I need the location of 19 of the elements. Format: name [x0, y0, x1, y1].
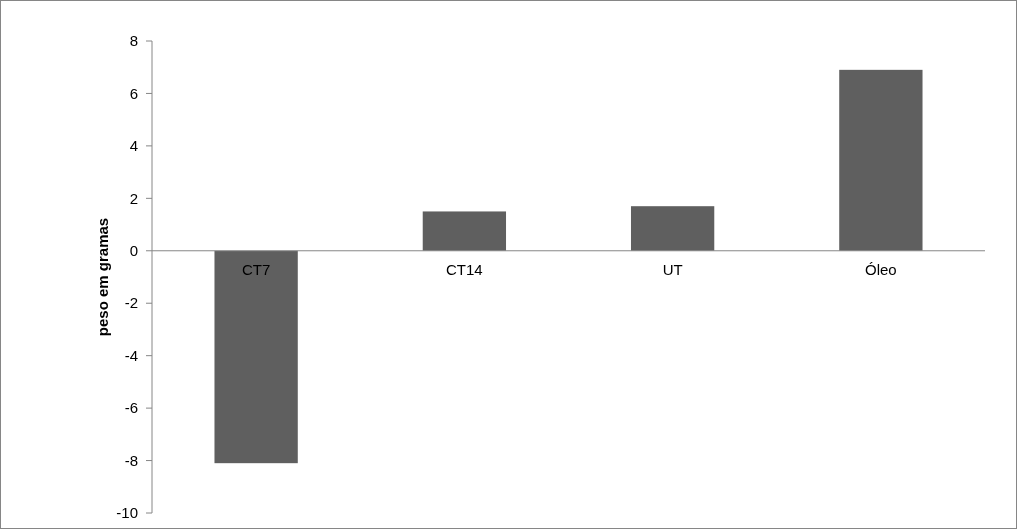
- bar: [630, 206, 715, 251]
- x-tick-label: CT7: [241, 260, 271, 278]
- y-tick-label: 2: [129, 189, 138, 207]
- y-tick-label: 6: [129, 84, 138, 102]
- bar: [422, 211, 507, 251]
- y-tick-label: -2: [124, 294, 138, 312]
- x-tick-label: CT14: [446, 260, 483, 278]
- x-tick-label: UT: [662, 260, 683, 278]
- y-tick-label: -6: [124, 399, 138, 417]
- y-tick-label: -4: [124, 346, 138, 364]
- bar: [214, 250, 298, 464]
- bar: [839, 69, 923, 251]
- y-tick-label: -10: [116, 504, 138, 522]
- y-tick-label: 8: [129, 32, 138, 50]
- y-axis-title: peso em gramas: [94, 217, 111, 337]
- x-tick-label: Óleo: [865, 260, 897, 278]
- y-tick-label: 0: [129, 242, 138, 260]
- y-tick-label: 4: [129, 137, 138, 155]
- y-tick-label: -8: [124, 451, 138, 469]
